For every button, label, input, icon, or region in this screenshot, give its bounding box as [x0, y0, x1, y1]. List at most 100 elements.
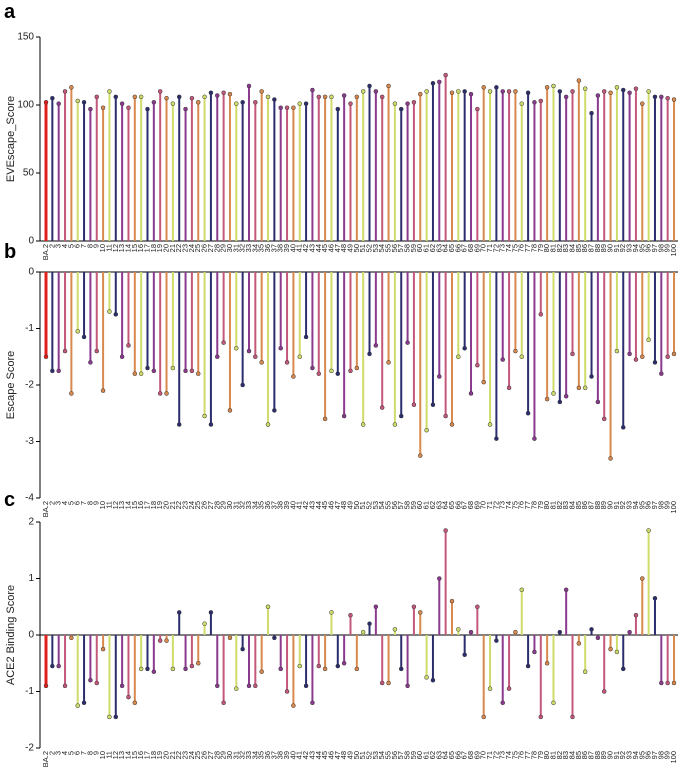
marker [424, 89, 429, 94]
x-tick-label: 27 [206, 751, 215, 759]
x-tick-label: 75 [510, 501, 519, 509]
x-tick-label: 73 [498, 751, 507, 759]
marker [386, 83, 391, 89]
x-tick-label: 56 [390, 501, 399, 509]
x-tick-label: 98 [656, 244, 665, 252]
marker [563, 94, 569, 100]
y-tick-label: 0 [28, 267, 34, 278]
x-tick-label: 68 [466, 244, 475, 252]
marker [418, 91, 423, 97]
x-tick-label: 28 [212, 501, 221, 509]
marker [373, 343, 379, 348]
marker [202, 413, 207, 419]
x-tick-label: 3 [54, 751, 63, 755]
x-tick-label: 14 [123, 501, 132, 509]
marker [633, 357, 639, 362]
marker [595, 93, 601, 98]
marker [126, 694, 131, 700]
marker [119, 101, 125, 106]
x-tick-label: 95 [637, 244, 646, 252]
marker [538, 714, 544, 720]
x-tick-label: 98 [656, 751, 665, 759]
marker [475, 604, 480, 609]
x-tick-label: 92 [618, 751, 627, 759]
x-tick-label: 38 [276, 751, 285, 759]
x-tick-label: 74 [504, 501, 513, 509]
marker [303, 334, 309, 340]
x-tick-label: 62 [428, 244, 437, 252]
marker [462, 346, 467, 351]
x-tick-label: 48 [339, 751, 348, 759]
x-tick-label: 57 [396, 751, 405, 759]
x-tick-label: 96 [644, 751, 653, 759]
x-tick-label: 22 [174, 244, 183, 252]
marker [145, 666, 150, 672]
x-tick-label: 19 [155, 244, 164, 252]
x-tick-label: 58 [403, 244, 412, 252]
x-tick-label: 75 [510, 751, 519, 759]
x-tick-label: 45 [320, 244, 329, 252]
marker [627, 351, 632, 357]
x-tick-label: 29 [219, 244, 228, 252]
x-tick-label: 83 [561, 244, 570, 252]
marker [126, 343, 131, 348]
x-tick-label: 54 [377, 751, 386, 759]
x-tick-label: 23 [181, 751, 190, 759]
marker [532, 649, 537, 655]
marker [633, 86, 639, 91]
marker [107, 89, 112, 94]
x-tick-label: 26 [200, 751, 209, 759]
x-tick-label: 89 [599, 751, 608, 759]
marker [430, 677, 436, 683]
x-tick-label: 100 [669, 244, 678, 257]
x-tick-label: 80 [542, 244, 551, 252]
marker [538, 98, 544, 104]
x-tick-label: 63 [434, 751, 443, 759]
x-tick-label: 31 [231, 501, 240, 509]
marker [525, 663, 531, 669]
x-tick-label: 71 [485, 501, 494, 509]
marker [500, 700, 505, 706]
x-tick-label: 4 [60, 751, 69, 755]
x-tick-label: 41 [295, 501, 304, 509]
x-tick-label: 15 [130, 501, 139, 509]
marker [43, 354, 49, 359]
x-tick-label: 53 [371, 751, 380, 759]
marker [424, 427, 429, 433]
x-tick-label: 22 [174, 501, 183, 509]
marker [94, 680, 99, 686]
x-tick-label: 95 [637, 751, 646, 759]
x-tick-label: 51 [358, 751, 367, 759]
x-tick-label: 73 [498, 244, 507, 252]
marker [119, 683, 125, 689]
x-tick-label: 60 [415, 501, 424, 509]
marker [75, 703, 80, 708]
x-tick-label: 91 [612, 501, 621, 509]
marker [468, 91, 474, 97]
marker [544, 661, 550, 666]
marker [652, 360, 658, 365]
marker [640, 354, 645, 359]
marker [475, 362, 480, 368]
x-tick-label: 53 [371, 244, 380, 252]
x-tick-label: 65 [447, 244, 456, 252]
x-tick-label: 69 [472, 751, 481, 759]
x-tick-label: 28 [212, 751, 221, 759]
x-tick-label: 2 [47, 244, 56, 248]
marker [157, 638, 163, 643]
marker [43, 100, 49, 105]
x-tick-label: 73 [498, 501, 507, 509]
x-tick-label: 31 [231, 751, 240, 759]
marker [107, 309, 112, 314]
marker [227, 635, 233, 641]
marker [341, 93, 347, 98]
marker [234, 686, 239, 691]
x-tick-label: 6 [73, 751, 82, 755]
x-tick-label: 80 [542, 751, 551, 759]
marker [189, 368, 195, 374]
x-tick-label: 68 [466, 501, 475, 509]
marker [411, 604, 417, 609]
x-tick-label: 2 [47, 751, 56, 755]
marker [659, 94, 664, 100]
